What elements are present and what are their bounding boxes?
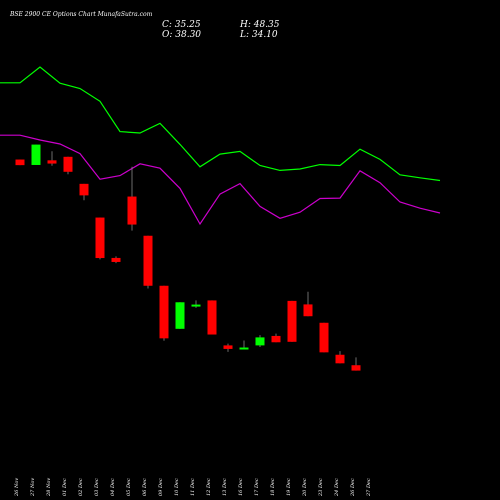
indicator-lines — [0, 66, 441, 226]
date-tick-label: 16 Dec — [238, 478, 244, 496]
close-readout: C: 35.25 — [162, 20, 201, 30]
open-readout: O: 38.30 — [162, 30, 201, 40]
date-tick-label: 05 Dec — [126, 478, 132, 496]
candles — [15, 144, 361, 371]
date-tick-label: 20 Dec — [302, 478, 308, 497]
lower-indicator-line — [0, 134, 441, 226]
date-tick-label: 02 Dec — [78, 478, 84, 496]
candle-down — [95, 217, 105, 259]
candle-down — [335, 354, 345, 364]
candle-down — [351, 365, 361, 371]
date-tick-label: 17 Dec — [254, 478, 260, 496]
chart-title: BSE 2900 CE Options Chart MunafaSutra.co… — [9, 11, 153, 18]
candle-down — [303, 304, 313, 317]
candle-up — [255, 337, 265, 346]
candle-down — [127, 196, 137, 225]
date-tick-label: 03 Dec — [94, 478, 100, 496]
candle-up — [191, 304, 201, 307]
date-tick-label: 04 Dec — [110, 478, 116, 496]
candle-down — [15, 159, 25, 166]
date-tick-label: 12 Dec — [206, 478, 212, 496]
date-axis: 26 Nov 27 Nov 28 Nov 01 Dec 02 Dec 03 Dec 04 D… — [14, 478, 372, 497]
candle-down — [63, 156, 73, 172]
candle-down — [159, 285, 169, 339]
date-tick-label: 10 Dec — [174, 478, 180, 496]
candle-down — [223, 345, 233, 349]
candle-down — [143, 235, 153, 286]
date-tick-label: 24 Dec — [334, 478, 340, 497]
candle-down — [271, 335, 281, 343]
date-tick-label: 28 Nov — [46, 478, 52, 497]
date-tick-label: 09 Dec — [158, 478, 164, 496]
date-tick-label: 18 Dec — [270, 478, 276, 496]
date-tick-label: 13 Dec — [222, 478, 228, 496]
candle-down — [111, 257, 121, 262]
date-tick-label: 27 Nov — [30, 478, 36, 497]
date-tick-label: 19 Dec — [286, 478, 292, 496]
candle-up — [31, 144, 41, 165]
candle-up — [239, 347, 249, 350]
low-readout: L: 34.10 — [239, 30, 278, 40]
date-tick-label: 23 Dec — [318, 478, 324, 497]
date-tick-label: 27 Dec — [366, 478, 372, 497]
candle-down — [287, 300, 297, 342]
date-tick-label: 06 Dec — [142, 478, 148, 496]
candle-down — [207, 300, 217, 335]
candle-down — [319, 322, 329, 353]
candle-down — [47, 160, 57, 164]
candle-up — [175, 302, 185, 329]
candle-down — [79, 183, 89, 196]
date-tick-label: 11 Dec — [190, 478, 196, 496]
high-readout: H: 48.35 — [239, 20, 280, 30]
upper-indicator-line — [0, 66, 441, 182]
date-tick-label: 26 Dec — [350, 478, 356, 497]
date-tick-label: 26 Nov — [14, 478, 20, 497]
date-tick-label: 01 Dec — [62, 478, 68, 496]
